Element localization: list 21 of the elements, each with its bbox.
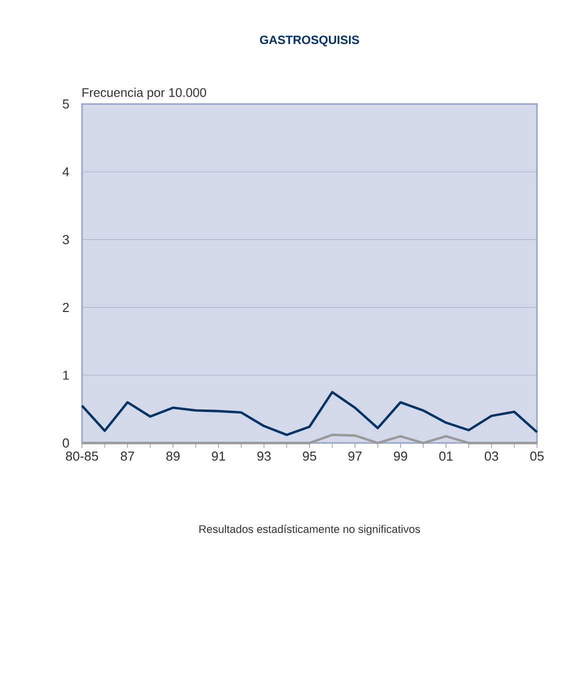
y-tick-label: 0 <box>62 438 69 448</box>
chart-title: GASTROSQUISIS <box>260 36 360 46</box>
x-tick-label: 99 <box>394 452 408 461</box>
text: Resultados estadísticamente no significativos <box>199 524 420 536</box>
x-tick-label: 91 <box>212 452 226 461</box>
y-tick-label: 2 <box>62 302 69 312</box>
y-axis-title: Frecuencia por 10.000 <box>82 88 206 100</box>
x-tick-label: 87 <box>120 452 134 461</box>
y-tick-label: 1 <box>63 370 69 380</box>
x-tick-label: 01 <box>439 452 453 461</box>
x-tick-label: 89 <box>166 452 180 461</box>
x-tick-label: 93 <box>257 452 271 461</box>
y-tick-label: 4 <box>62 167 70 176</box>
x-tick-label: 03 <box>484 452 498 461</box>
line-series <box>80 390 538 436</box>
y-tick-label: 3 <box>62 234 69 244</box>
x-tick-label: 97 <box>348 452 362 461</box>
x-tick-label: 05 <box>530 452 544 461</box>
x-tick-label: 80-85 <box>66 452 98 461</box>
x-tick-label: 95 <box>302 452 316 461</box>
y-tick-label: 5 <box>62 99 69 109</box>
